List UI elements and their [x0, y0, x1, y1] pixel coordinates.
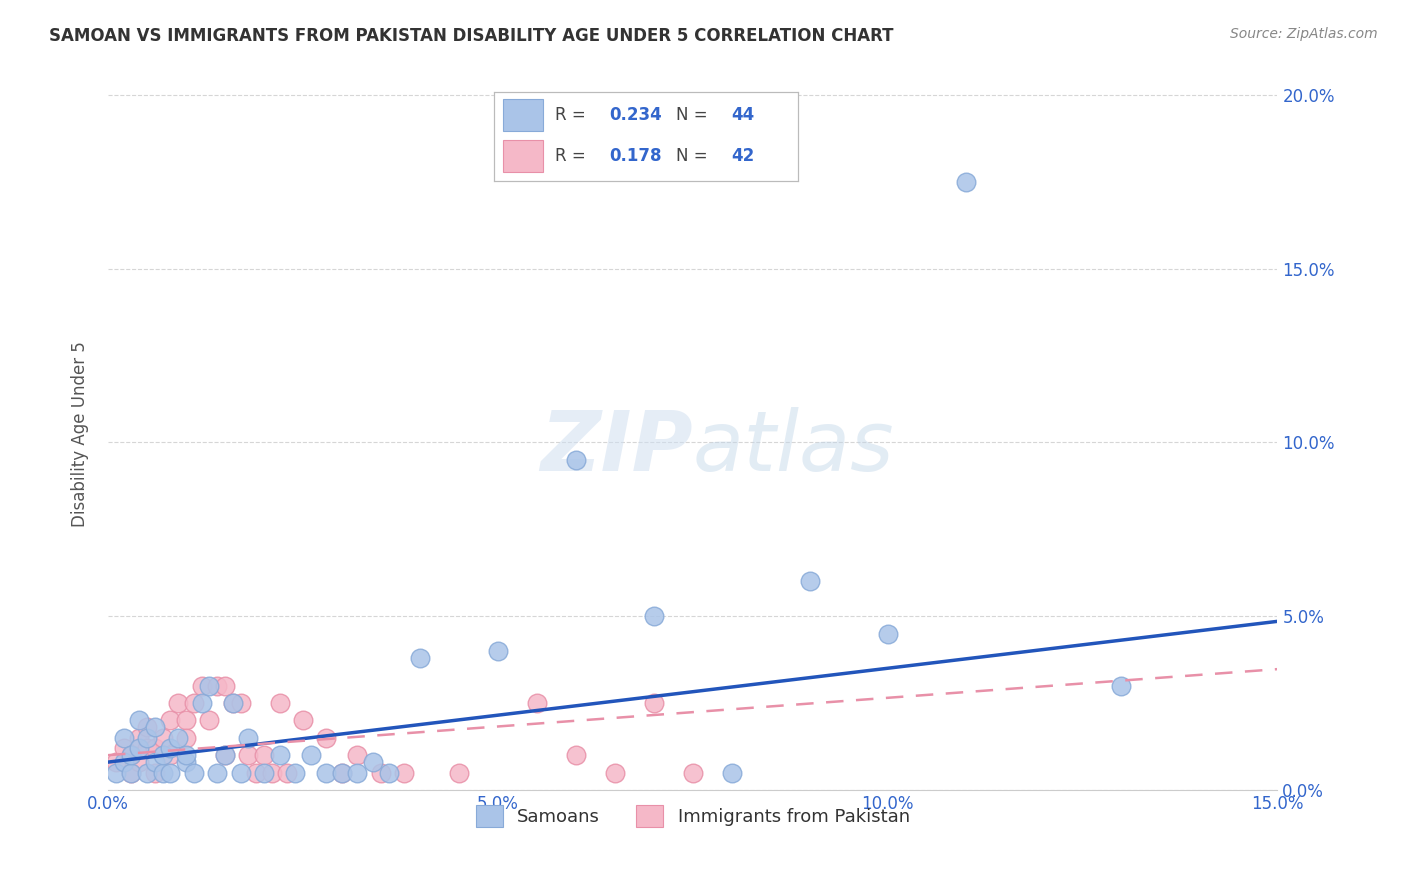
Text: Source: ZipAtlas.com: Source: ZipAtlas.com — [1230, 27, 1378, 41]
Point — [214, 748, 236, 763]
Point — [190, 679, 212, 693]
Point — [260, 765, 283, 780]
Point — [143, 755, 166, 769]
Point — [346, 748, 368, 763]
Point — [564, 748, 586, 763]
Point — [799, 574, 821, 589]
Point — [205, 679, 228, 693]
Point — [377, 765, 399, 780]
Point — [1111, 679, 1133, 693]
Point — [120, 765, 142, 780]
Point — [136, 741, 159, 756]
Point — [284, 765, 307, 780]
Point — [190, 696, 212, 710]
Point — [222, 696, 245, 710]
Point — [159, 741, 181, 756]
Point — [120, 748, 142, 763]
Point — [564, 452, 586, 467]
Point — [152, 748, 174, 763]
Point — [370, 765, 392, 780]
Point — [222, 696, 245, 710]
Y-axis label: Disability Age Under 5: Disability Age Under 5 — [72, 341, 89, 526]
Point — [159, 765, 181, 780]
Point — [876, 626, 898, 640]
Point — [136, 731, 159, 745]
Point — [526, 696, 548, 710]
Point — [143, 765, 166, 780]
Point — [245, 765, 267, 780]
Point — [112, 741, 135, 756]
Point — [253, 765, 276, 780]
Point — [253, 748, 276, 763]
Text: ZIP: ZIP — [540, 408, 693, 489]
Point — [120, 748, 142, 763]
Point — [603, 765, 626, 780]
Point — [128, 731, 150, 745]
Point — [128, 714, 150, 728]
Point — [174, 755, 197, 769]
Point — [112, 731, 135, 745]
Point — [238, 748, 260, 763]
Point — [955, 175, 977, 189]
Point — [394, 765, 416, 780]
Point — [486, 644, 509, 658]
Point — [643, 609, 665, 624]
Point — [269, 748, 291, 763]
Point — [174, 714, 197, 728]
Text: SAMOAN VS IMMIGRANTS FROM PAKISTAN DISABILITY AGE UNDER 5 CORRELATION CHART: SAMOAN VS IMMIGRANTS FROM PAKISTAN DISAB… — [49, 27, 894, 45]
Point — [409, 650, 432, 665]
Point — [174, 731, 197, 745]
Point — [104, 765, 127, 780]
Point — [330, 765, 353, 780]
Legend: Samoans, Immigrants from Pakistan: Samoans, Immigrants from Pakistan — [468, 797, 917, 834]
Point — [167, 696, 190, 710]
Point — [720, 765, 742, 780]
Point — [229, 765, 252, 780]
Point — [152, 731, 174, 745]
Point — [238, 731, 260, 745]
Point — [361, 755, 384, 769]
Point — [315, 731, 337, 745]
Point — [167, 731, 190, 745]
Point — [112, 755, 135, 769]
Point — [120, 765, 142, 780]
Point — [152, 765, 174, 780]
Text: atlas: atlas — [693, 408, 894, 489]
Point — [198, 714, 221, 728]
Point — [682, 765, 704, 780]
Point — [183, 765, 205, 780]
Point — [128, 741, 150, 756]
Point — [346, 765, 368, 780]
Point — [276, 765, 298, 780]
Point — [128, 755, 150, 769]
Point — [643, 696, 665, 710]
Point — [229, 696, 252, 710]
Point — [159, 748, 181, 763]
Point — [183, 696, 205, 710]
Point — [136, 720, 159, 734]
Point — [214, 679, 236, 693]
Point — [174, 748, 197, 763]
Point — [291, 714, 314, 728]
Point — [214, 748, 236, 763]
Point — [447, 765, 470, 780]
Point — [143, 741, 166, 756]
Point — [143, 720, 166, 734]
Point — [315, 765, 337, 780]
Point — [205, 765, 228, 780]
Point — [159, 714, 181, 728]
Point — [269, 696, 291, 710]
Point — [136, 765, 159, 780]
Point — [299, 748, 322, 763]
Point — [104, 755, 127, 769]
Point — [198, 679, 221, 693]
Point — [330, 765, 353, 780]
